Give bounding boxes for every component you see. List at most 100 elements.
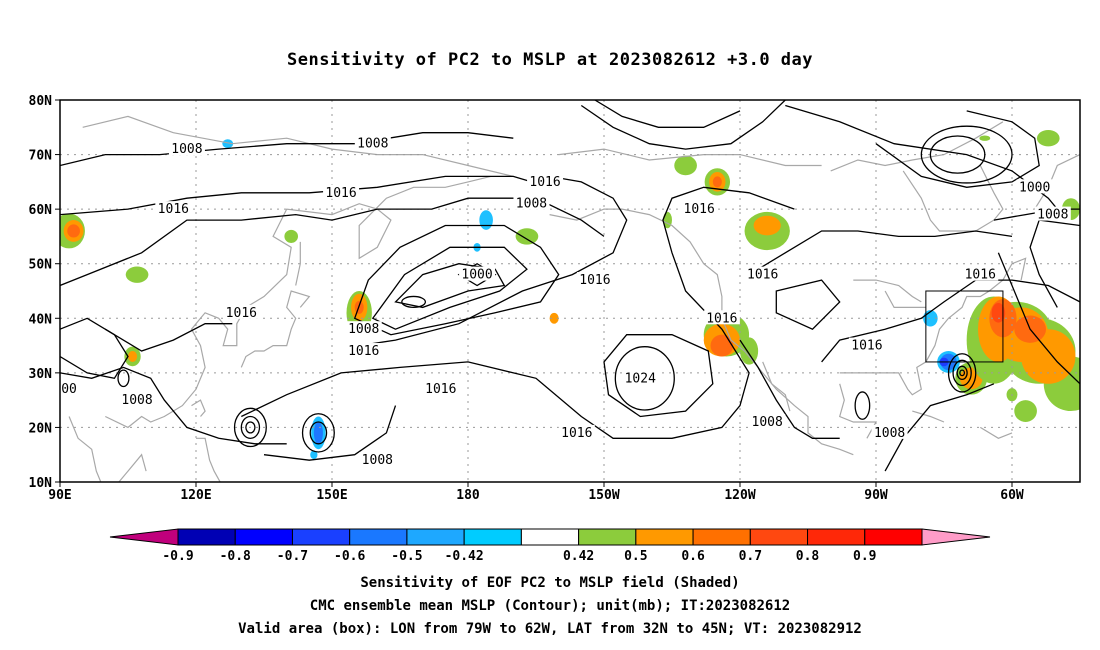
contour-label-bg [1034,206,1071,221]
mslp-isobar [309,421,328,445]
sensitivity-patch [125,266,149,283]
coastline-segment [196,437,221,482]
contour-label-bg [345,321,382,336]
colorbar-swatch [807,528,866,546]
colorbar-swatch [234,528,293,546]
mslp-isobar [301,413,335,453]
mslp-isobar [240,415,261,439]
mslp-isobar [60,175,550,216]
mslp-isobar [394,263,506,309]
colorbar-swatch [749,528,809,546]
lon-label: 60W [1000,488,1024,503]
mslp-isobar [241,186,795,439]
contour-label: 1008 [874,426,905,441]
caption-line-1: Sensitivity of EOF PC2 to MSLP field (Sh… [360,575,740,591]
colorbar-swatch [177,528,236,546]
colorbar-label: 0.6 [681,549,705,564]
contour-label: 1008 [752,415,783,430]
map-frame [59,99,1081,483]
contour-label: 1016 [561,426,592,441]
contour-label-bg [703,310,740,325]
colorbar-swatch [635,528,694,546]
contour-label-bg [527,173,564,188]
contour-label: 1008 [1037,208,1068,223]
contour-label: 1016 [579,273,610,288]
sensitivity-patch [222,139,234,149]
mslp-isobar [60,317,129,380]
lat-label: 20N [29,421,53,436]
colorbar [109,528,991,546]
contour-label: 1000 [1019,180,1050,195]
colorbar-swatch [463,528,522,546]
colorbar-swatch [291,528,351,546]
mslp-isobar [233,407,267,448]
colorbar-label: -0.9 [162,549,193,564]
contour-label: 1008 [348,322,379,337]
colorbar-swatch [864,528,923,546]
mslp-isobar [353,224,560,336]
mslp-isobar [263,405,397,461]
colorbar-label: -0.8 [220,549,251,564]
mslp-isobar [401,295,427,309]
contour-label: 1016 [851,339,882,354]
colorbar-swatch [692,528,751,546]
sensitivity-patch [549,312,559,324]
mslp-isobar [920,125,1013,184]
contour-label: 1008 [516,197,547,212]
contour-label-bg [871,424,908,439]
mslp-isobar [854,391,871,420]
lon-label: 150E [316,488,347,503]
sensitivity-patch [712,176,722,188]
mslp-isobar [959,369,966,377]
sensitivity-patch [128,351,138,362]
contour-label-bg [576,272,613,287]
colorbar-swatch [406,528,465,546]
colorbar-max-triangle [921,528,991,546]
colorbar-swatch [349,528,408,546]
contour-label-bg [223,304,260,319]
mslp-isobar [929,135,986,174]
coastlines [68,115,1080,482]
mslp-isobar [739,339,840,439]
lon-label: 120W [724,488,755,503]
colorbar-label: 0.5 [624,549,647,564]
caption-line-2: CMC ensemble mean MSLP (Contour); unit(m… [309,598,791,614]
contour-label: 1016 [158,202,189,217]
coastline-segment [295,241,301,286]
mslp-isobar [956,365,968,381]
sensitivity-patch [67,224,80,238]
coastline-segment [68,416,102,482]
mslp-isobar [603,334,714,418]
colorbar-label: 0.7 [739,549,762,564]
mslp-isobar [580,100,786,150]
mslp-isobar [884,383,995,472]
lon-label: 180 [456,488,480,503]
valid-area-box [925,290,1004,363]
mslp-isobar [748,230,1013,276]
contour-label-bg [354,135,391,150]
sensitivity-patch [979,135,991,141]
contour-label-bg [558,424,595,439]
contour-label: 1016 [425,382,456,397]
coastline-segment [1034,154,1080,210]
contour-label: 1016 [965,268,996,283]
sensitivity-patch [313,421,323,444]
lat-label: 30N [29,367,53,382]
contour-label-bg [345,343,382,358]
contour-label: 1016 [529,175,560,190]
mslp-isobar [821,279,1080,363]
lat-label: 80N [29,94,53,109]
sensitivity-patch [479,210,493,230]
contour-label-bg [1016,179,1053,194]
mslp-isobar [117,369,130,388]
contour-label: 1008 [362,453,393,468]
contour-label: 1016 [325,186,356,201]
contour-label-bg [962,266,999,281]
coastline-segment [118,453,147,482]
coastline-segment [979,426,1013,439]
mslp-isobar [1029,219,1080,308]
latitude-labels: 80N 70N 60N 50N 40N 30N 20N 10N [29,94,53,491]
contour-label: 1000 [461,268,492,283]
lat-label: 40N [29,312,53,327]
colorbar-label: -0.6 [334,549,365,564]
